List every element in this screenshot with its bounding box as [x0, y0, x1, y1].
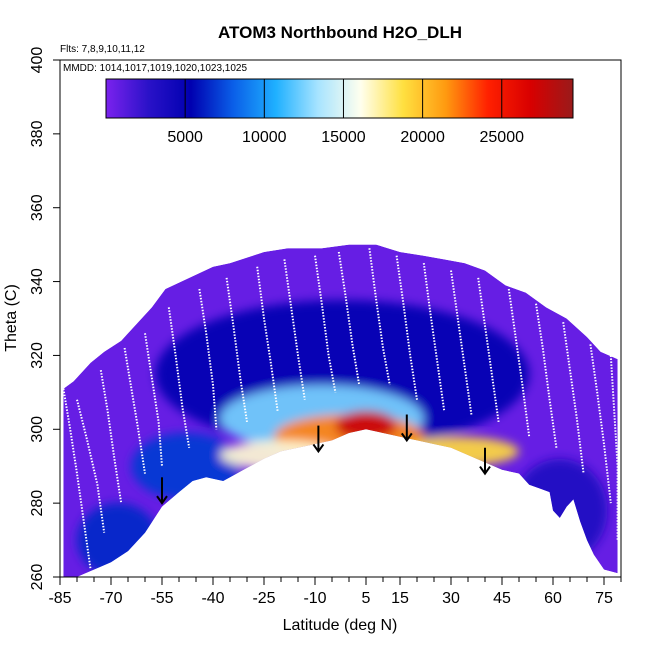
flight-trace [507, 288, 531, 437]
flight-trace [76, 399, 106, 533]
value-zone [131, 432, 241, 500]
x-tick-label: -55 [150, 590, 173, 607]
x-axis-label: Latitude (deg N) [283, 617, 398, 634]
flight-trace [99, 370, 123, 504]
chart-title: ATOM3 Northbound H2O_DLH [218, 23, 462, 42]
flight-trace [535, 303, 558, 448]
flight-trace [609, 355, 619, 541]
colorbar-tick-label: 25000 [480, 129, 525, 146]
x-tick-label: 45 [493, 590, 511, 607]
x-tick-label: 15 [391, 590, 409, 607]
flight-trace [395, 255, 418, 400]
flight-trace [198, 288, 218, 430]
heatmap-field [63, 244, 618, 577]
flight-trace [450, 270, 473, 415]
down-arrow [312, 425, 325, 454]
value-zone [77, 503, 159, 577]
plot-frame [59, 59, 622, 578]
colorbar-tick-label: 5000 [167, 129, 203, 146]
y-tick-label: 400 [29, 47, 46, 74]
colorbar-gradient [105, 78, 574, 119]
x-tick-label: 30 [442, 590, 460, 607]
value-zone [396, 436, 519, 467]
flight-trace [589, 344, 612, 504]
x-tick-label: -85 [48, 590, 71, 607]
flight-trace [256, 266, 279, 411]
flight-trace [562, 322, 585, 474]
y-tick-label: 360 [29, 194, 46, 221]
flight-trace [62, 388, 92, 570]
flight-trace [167, 307, 191, 448]
colorbar-tick-label: 20000 [400, 129, 445, 146]
x-tick-label: -25 [252, 590, 275, 607]
colorbar-tick-label: 10000 [242, 129, 287, 146]
colorbar: 5000 10000 15000 20000 25000 [105, 78, 574, 146]
value-zone [335, 410, 397, 441]
flight-trace [477, 277, 500, 423]
dates-subtitle: MMDD: 1014,1017,1019,1020,1023,1025 [63, 63, 247, 74]
y-axis: 260 280 300 320 340 360 380 400 [29, 47, 60, 591]
y-tick-label: 340 [29, 268, 46, 295]
y-tick-label: 280 [29, 490, 46, 517]
flight-trace [337, 251, 361, 386]
y-tick-label: 300 [29, 416, 46, 443]
x-axis: -85 -70 -55 -40 -25 -10 5 15 30 45 60 75 [48, 577, 622, 607]
flight-traces [62, 248, 619, 570]
x-tick-label: -40 [201, 590, 224, 607]
y-axis-label: Theta (C) [3, 284, 20, 352]
x-tick-label: -70 [99, 590, 122, 607]
flight-trace [144, 333, 163, 467]
x-tick-label: 5 [362, 590, 371, 607]
value-zone [512, 458, 608, 563]
down-arrow [479, 447, 491, 476]
down-arrow [156, 477, 168, 505]
arrows [156, 414, 491, 505]
x-tick-label: 60 [544, 590, 562, 607]
flight-trace [422, 262, 446, 411]
flight-trace [314, 255, 337, 393]
y-tick-label: 320 [29, 342, 46, 369]
colorbar-tick-label: 15000 [321, 129, 366, 146]
flight-trace [283, 259, 306, 400]
x-tick-label: 75 [595, 590, 613, 607]
x-tick-label: -10 [303, 590, 326, 607]
flight-trace [225, 277, 248, 423]
flights-subtitle: Flts: 7,8,9,10,11,12 [60, 44, 145, 55]
y-tick-label: 260 [29, 564, 46, 591]
down-arrow [400, 414, 413, 443]
flight-trace [368, 248, 391, 386]
y-tick-label: 380 [29, 120, 46, 147]
